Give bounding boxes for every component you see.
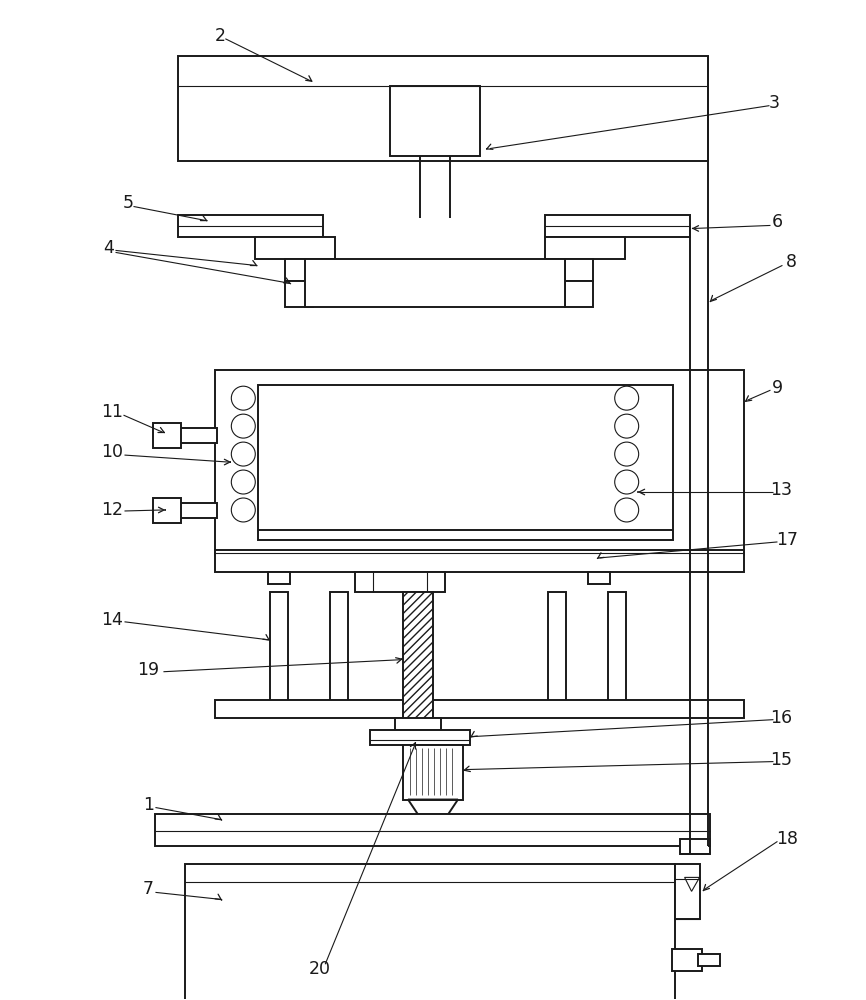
Bar [608, 592, 626, 707]
Text: 18: 18 [777, 830, 798, 848]
Text: 6: 6 [772, 213, 783, 231]
Circle shape [615, 470, 638, 494]
Text: 10: 10 [101, 443, 124, 461]
Text: 16: 16 [771, 709, 792, 727]
Circle shape [615, 414, 638, 438]
Bar [178, 215, 323, 237]
Bar [153, 498, 181, 523]
Text: 9: 9 [772, 379, 783, 397]
Circle shape [231, 498, 255, 522]
Bar [258, 385, 673, 540]
Bar [390, 86, 480, 156]
Circle shape [615, 498, 638, 522]
Bar [565, 259, 592, 281]
Bar [330, 592, 348, 707]
Text: 5: 5 [123, 194, 134, 212]
Bar [216, 700, 745, 718]
Bar [165, 428, 217, 443]
Bar [255, 237, 335, 259]
Bar [155, 814, 709, 846]
Bar [565, 281, 592, 307]
Text: 3: 3 [769, 94, 780, 112]
Text: 8: 8 [786, 253, 797, 271]
Text: 11: 11 [101, 403, 124, 421]
Bar [285, 259, 313, 281]
Bar [268, 572, 290, 584]
Text: 17: 17 [777, 531, 798, 549]
Text: 19: 19 [138, 661, 159, 679]
Bar [305, 259, 565, 307]
Circle shape [231, 414, 255, 438]
Bar [403, 745, 463, 800]
Circle shape [231, 442, 255, 466]
Text: 12: 12 [101, 501, 124, 519]
Bar [675, 864, 700, 919]
Text: 2: 2 [215, 27, 226, 45]
Circle shape [615, 386, 638, 410]
Circle shape [231, 470, 255, 494]
Bar [395, 718, 441, 730]
Bar [370, 730, 470, 745]
Bar [548, 592, 565, 707]
Text: 4: 4 [103, 239, 114, 257]
Bar [178, 56, 708, 161]
Bar [545, 237, 624, 259]
Bar [698, 954, 720, 966]
Bar [216, 550, 745, 572]
Bar [403, 592, 433, 732]
Text: 14: 14 [101, 611, 124, 629]
Text: 7: 7 [143, 880, 154, 898]
Bar [165, 503, 217, 518]
Circle shape [231, 386, 255, 410]
Text: 13: 13 [771, 481, 792, 499]
Bar [545, 215, 689, 237]
Bar [216, 370, 745, 555]
Circle shape [615, 442, 638, 466]
Bar [270, 592, 288, 707]
Bar [672, 949, 701, 971]
Bar [285, 281, 313, 307]
Text: 1: 1 [143, 796, 154, 814]
Text: 20: 20 [309, 960, 331, 978]
Bar [153, 423, 181, 448]
Bar [680, 839, 709, 854]
Text: 15: 15 [771, 751, 792, 769]
Bar [185, 864, 675, 1000]
Bar [588, 572, 610, 584]
Bar [355, 572, 445, 592]
